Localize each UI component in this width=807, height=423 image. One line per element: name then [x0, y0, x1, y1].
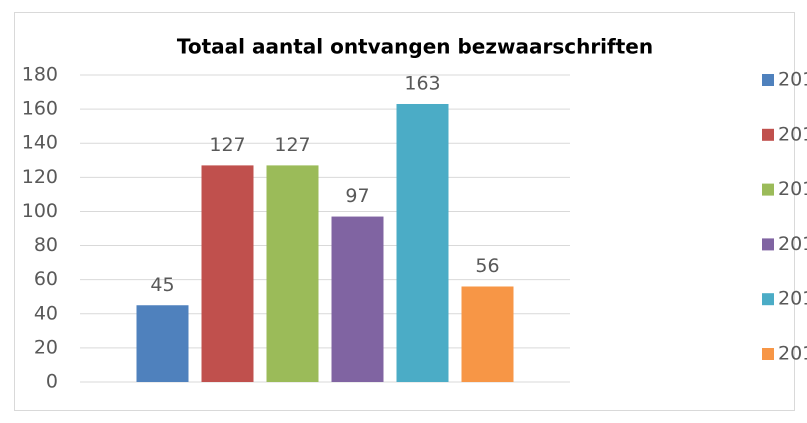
bar [201, 165, 254, 382]
y-tick-label: 20 [34, 336, 58, 358]
legend-label: 2015 [778, 123, 807, 145]
legend-swatch [762, 183, 774, 196]
data-label: 127 [274, 134, 310, 156]
legend-label: 2016 [778, 178, 807, 200]
bar [331, 216, 384, 382]
bar [136, 305, 189, 382]
chart-title: Totaal aantal ontvangen bezwaarschriften [177, 35, 653, 59]
y-tick-label: 100 [22, 200, 58, 222]
data-label: 45 [150, 274, 174, 296]
legend-swatch [762, 128, 774, 141]
y-tick-label: 80 [34, 234, 58, 256]
y-tick-label: 120 [22, 166, 58, 188]
y-tick-label: 160 [22, 98, 58, 120]
y-tick-label: 140 [22, 132, 58, 154]
y-tick-label: 60 [34, 268, 58, 290]
legend-swatch [762, 348, 774, 360]
legend-label: 2017 [778, 233, 807, 255]
legend-label: 2018 [778, 288, 807, 310]
y-tick-label: 40 [34, 302, 58, 324]
bar [396, 103, 449, 382]
legend-swatch [762, 74, 774, 86]
legend-swatch [762, 293, 774, 306]
legend-swatch [762, 238, 774, 251]
bar [266, 165, 319, 382]
y-tick-label: 0 [46, 371, 58, 393]
bar [461, 286, 514, 382]
legend-label: 2019 [778, 343, 807, 365]
data-label: 163 [404, 72, 440, 94]
data-label: 97 [345, 185, 369, 207]
y-tick-label: 180 [22, 64, 58, 86]
data-label: 127 [209, 134, 245, 156]
data-label: 56 [475, 255, 499, 277]
